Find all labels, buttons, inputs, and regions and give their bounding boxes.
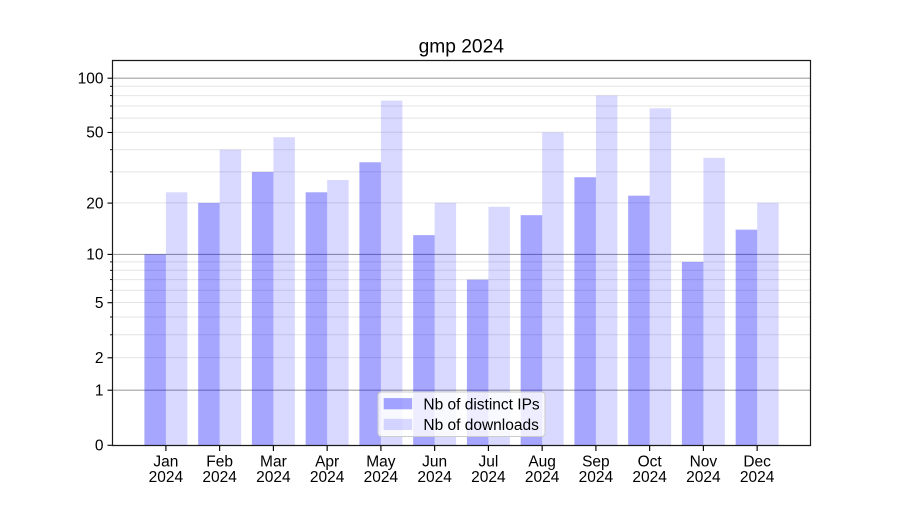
svg-text:2024: 2024 [471,469,506,486]
svg-text:2024: 2024 [525,469,560,486]
svg-text:2024: 2024 [417,469,452,486]
svg-text:2024: 2024 [364,469,399,486]
svg-text:May: May [366,453,396,470]
svg-text:Jun: Jun [422,453,447,470]
svg-text:10: 10 [86,247,104,264]
svg-text:2024: 2024 [632,469,667,486]
svg-text:100: 100 [78,70,104,87]
svg-text:Jul: Jul [478,453,498,470]
svg-text:Nov: Nov [690,453,718,470]
svg-text:Oct: Oct [638,453,663,470]
svg-text:2024: 2024 [740,469,775,486]
svg-text:Mar: Mar [260,453,287,470]
svg-text:Feb: Feb [206,453,233,470]
svg-text:Aug: Aug [528,453,556,470]
svg-text:1: 1 [95,382,104,399]
svg-text:5: 5 [95,295,104,312]
svg-text:2024: 2024 [202,469,237,486]
svg-text:Nb of downloads: Nb of downloads [423,417,539,434]
svg-text:2: 2 [95,350,104,367]
svg-text:Nb of distinct IPs: Nb of distinct IPs [423,396,540,413]
svg-text:gmp 2024: gmp 2024 [419,37,505,58]
svg-text:Apr: Apr [315,453,339,470]
svg-text:Sep: Sep [582,453,610,470]
svg-text:0: 0 [95,438,104,455]
svg-text:Dec: Dec [743,453,771,470]
svg-text:2024: 2024 [310,469,345,486]
svg-text:Jan: Jan [153,453,178,470]
svg-text:2024: 2024 [686,469,721,486]
svg-text:50: 50 [86,125,104,142]
svg-text:2024: 2024 [256,469,291,486]
svg-text:2024: 2024 [579,469,614,486]
svg-text:20: 20 [86,195,104,212]
svg-text:2024: 2024 [149,469,184,486]
